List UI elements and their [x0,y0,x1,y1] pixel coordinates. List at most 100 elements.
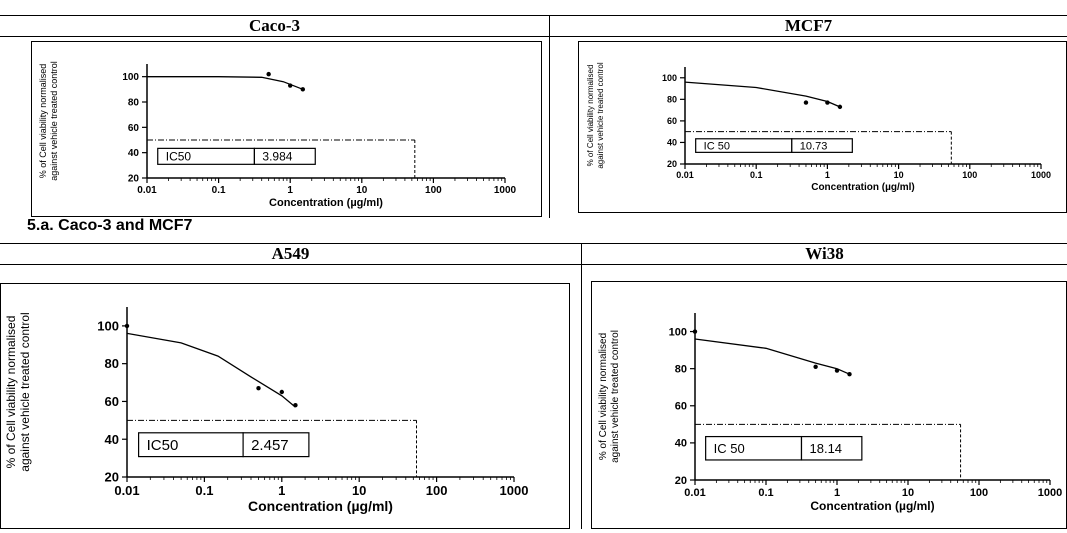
y-tick-label: 40 [128,148,140,159]
header-mcf7: MCF7 [784,16,833,35]
panel-caco3: 20 40 60 80 100 0.01 0.1 1 10 100 1000 Concentratio… [31,41,542,217]
x-tick-label: 0.1 [195,483,213,498]
y-axis-label: against vehicle treated control [18,312,32,471]
x-tick-label: 0.1 [758,487,773,499]
chart-wi38: 20 40 60 80 100 0.01 0.1 1 10 100 1000 Concentratio… [598,313,1062,513]
ic50-label: IC50 [166,150,192,164]
data-point [692,329,698,334]
fit-curve [694,338,850,375]
table-top-border [0,15,1067,16]
header-caco3: Caco-3 [249,16,300,35]
y-tick-label: 80 [128,98,140,109]
ic50-box: IC 50 18.14 [705,435,863,461]
y-tick-label: 100 [97,318,119,333]
table-header-divider-top [0,36,1067,37]
x-tick-label: 0.01 [684,487,705,499]
x-tick-label: 1000 [1031,170,1051,180]
x-tick-label: 1000 [1038,487,1062,499]
fit-curve [147,76,304,90]
x-tick-label: 1 [287,185,293,196]
data-point [803,100,809,105]
header-a549: A549 [271,244,310,263]
ic50-value: 18.14 [810,441,843,456]
x-tick-label: 0.1 [750,170,763,180]
x-tick-label: 10 [902,487,914,499]
ic50-box: IC50 2.457 [138,432,310,458]
ic50-value: 3.984 [262,150,292,164]
y-tick-label: 20 [675,475,687,487]
data-point [300,87,306,92]
y-tick-label: 100 [122,72,139,83]
data-point [266,71,271,77]
data-point [279,389,284,395]
x-tick-label: 0.01 [114,483,139,498]
x-tick-label: 10 [352,483,366,498]
table-column-divider-bottom [581,243,582,529]
y-tick-label: 60 [667,116,677,126]
y-tick-label: 60 [675,401,687,413]
y-tick-label: 100 [669,326,687,338]
y-tick-label: 100 [662,73,677,83]
data-point [124,323,130,329]
ic50-value-cell [253,147,316,165]
table-border-bottom-row [0,243,1067,244]
x-axis-label: Concentration (µg/ml) [248,498,393,514]
y-axis-label: against vehicle treated control [610,330,621,463]
x-axis-label: Concentration (µg/ml) [811,182,915,193]
x-tick-label: 1 [834,487,840,499]
chart-a549: 20 40 60 80 100 0.01 0.1 1 10 100 1000 Concentratio… [4,307,529,514]
header-wi38: Wi38 [805,244,844,263]
data-point [834,368,840,373]
panel-wi38: 20 40 60 80 100 0.01 0.1 1 10 100 1000 Concentratio… [591,281,1067,529]
y-tick-label: 40 [105,432,119,447]
ic50-value-cell [791,138,853,153]
x-tick-label: 10 [894,170,904,180]
table-header-divider-bottom [0,264,1067,265]
y-tick-label: 20 [667,159,677,169]
fit-curve [684,81,841,108]
x-tick-label: 100 [425,185,442,196]
panel-mcf7: 20 40 60 80 100 0.01 0.1 1 10 100 1000 Concentratio… [578,41,1067,213]
data-point [825,100,830,105]
data-point [813,364,818,370]
y-tick-label: 20 [105,470,119,485]
y-tick-label: 20 [128,174,140,185]
chart-caco3: 20 40 60 80 100 0.01 0.1 1 10 100 1000 Concentratio… [38,61,517,209]
y-axis-label: against vehicle treated control [49,61,59,181]
y-axis-label: % of Cell viability normalised [586,65,595,167]
chart-mcf7: 20 40 60 80 100 0.01 0.1 1 10 100 1000 Concentratio… [586,62,1051,193]
y-tick-label: 40 [675,438,687,450]
x-tick-label: 10 [356,185,368,196]
x-axis-label: Concentration (µg/ml) [269,197,383,209]
y-tick-label: 60 [128,123,140,134]
ic50-label: IC 50 [714,441,745,456]
ic50-box: IC50 3.984 [157,147,316,165]
figure-caption: 5.a. Caco-3 and MCF7 [27,217,193,234]
y-axis-label: against vehicle treated control [596,62,605,169]
y-tick-label: 80 [675,364,687,376]
data-point [293,403,298,408]
data-point [256,386,261,391]
x-tick-label: 0.01 [137,185,157,196]
ic50-label: IC 50 [704,141,730,153]
ic50-value-cell [242,432,310,458]
panel-a549: 20 40 60 80 100 0.01 0.1 1 10 100 1000 Concentratio… [0,283,570,529]
x-tick-label: 100 [426,483,448,498]
table-column-divider-top [549,15,550,218]
y-tick-label: 40 [667,138,677,148]
x-tick-label: 100 [970,487,988,499]
y-tick-label: 80 [105,356,119,371]
x-tick-label: 1000 [500,483,529,498]
y-axis-label: % of Cell viability normalised [38,64,48,179]
x-axis-label: Concentration (µg/ml) [810,499,934,513]
data-point [837,104,843,110]
y-axis-label: % of Cell viability normalised [4,316,18,469]
x-tick-label: 1000 [494,185,517,196]
x-tick-label: 100 [962,170,977,180]
y-axis-label: % of Cell viability normalised [598,333,609,460]
x-tick-label: 0.01 [676,170,694,180]
ic50-label: IC50 [147,437,179,454]
x-tick-label: 0.1 [212,185,226,196]
x-tick-label: 1 [278,483,285,498]
ic50-value-cell [800,435,863,461]
